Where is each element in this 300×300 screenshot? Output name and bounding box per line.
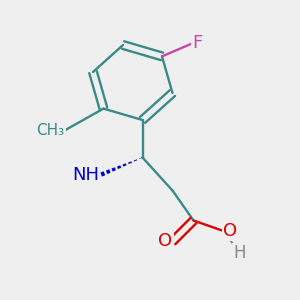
Text: O: O — [158, 232, 172, 250]
Text: O: O — [224, 222, 238, 240]
Text: NH: NH — [72, 167, 99, 184]
Text: F: F — [192, 34, 202, 52]
Text: CH₃: CH₃ — [36, 123, 64, 138]
Text: H: H — [234, 244, 246, 262]
